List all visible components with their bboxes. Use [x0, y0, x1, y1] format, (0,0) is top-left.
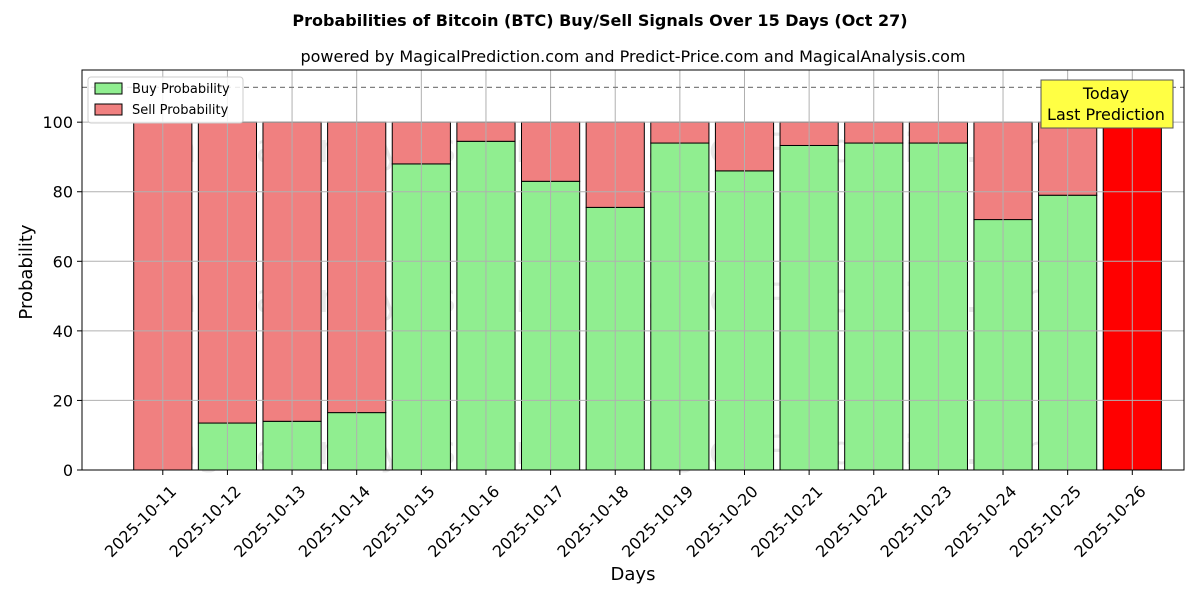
legend-swatch — [94, 82, 123, 95]
annotation-text: Today — [1082, 84, 1129, 103]
y-tick-label: 60 — [53, 252, 73, 271]
x-axis-label: Days — [611, 564, 656, 585]
y-tick-label: 0 — [63, 461, 73, 480]
y-tick-label: 20 — [53, 391, 73, 410]
legend-label: Sell Probability — [132, 103, 229, 118]
annotation-box — [1040, 79, 1174, 129]
chart-subtitle: powered by MagicalPrediction.com and Pre… — [300, 47, 965, 66]
plot-frame — [81, 69, 1185, 471]
y-axis-label: Probability — [16, 224, 37, 319]
legend-box — [87, 76, 244, 124]
plot-area: MagicalAnalysis.comMagicalPrediction.com… — [42, 69, 1185, 561]
y-tick-label: 100 — [42, 113, 73, 132]
y-tick-label: 80 — [53, 183, 73, 202]
legend: Buy Probability Sell Probability — [87, 76, 244, 124]
legend-swatch — [94, 103, 123, 116]
annotation: Today Last Prediction — [1040, 79, 1174, 129]
legend-label: Buy Probability — [132, 82, 230, 97]
chart-title: Probabilities of Bitcoin (BTC) Buy/Sell … — [292, 11, 907, 30]
y-tick-label: 40 — [53, 322, 73, 341]
annotation-text: Last Prediction — [1047, 105, 1165, 124]
